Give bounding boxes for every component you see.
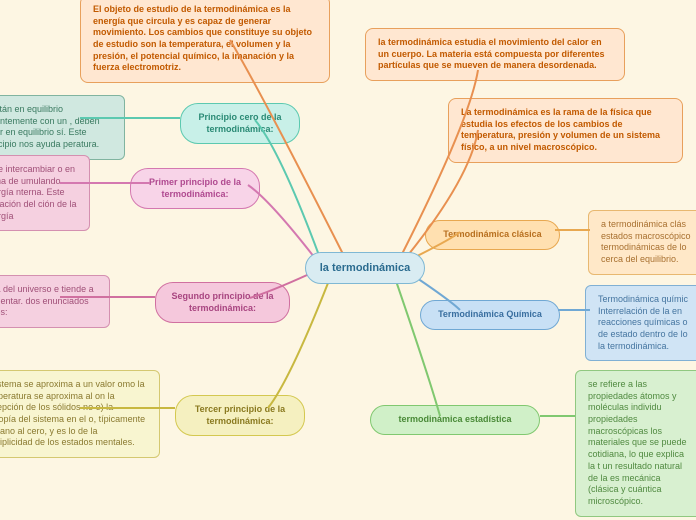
mid-right-desc: La termodinámica es la rama de la física… [448, 98, 683, 163]
p2-label: Segundo principio de la termodinámica: [171, 291, 273, 313]
quimica-detail-text: Termodinámica químic Interrelación de la… [598, 294, 688, 351]
p0-detail-text: s están en equilibrio ndientemente con u… [0, 104, 100, 149]
p1-detail: uede intercambiar o en forma de umulando… [0, 155, 90, 231]
p0-detail: s están en equilibrio ndientemente con u… [0, 95, 125, 160]
p0-label: Principio cero de la termodinámica: [198, 112, 281, 134]
p2-detail-text: opía del universo e tiende a aumentar. d… [0, 284, 94, 317]
p3-detail-text: n sistema se aproxima a un valor omo la … [0, 379, 145, 447]
top-left-desc: El objeto de estudio de la termodinámica… [80, 0, 330, 83]
top-left-text: El objeto de estudio de la termodinámica… [93, 4, 312, 72]
top-right-text: la termodinámica estudia el movimiento d… [378, 37, 605, 70]
tercer-principio-node[interactable]: Tercer principio de la termodinámica: [175, 395, 305, 436]
quimica-node[interactable]: Termodinámica Química [420, 300, 560, 330]
quimica-detail: Termodinámica químic Interrelación de la… [585, 285, 696, 361]
p1-label: Primer principio de la termodinámica: [149, 177, 241, 199]
estadistica-detail: se refiere a las propiedades átomos y mo… [575, 370, 696, 517]
segundo-principio-node[interactable]: Segundo principio de la termodinámica: [155, 282, 290, 323]
clasica-node[interactable]: Termodinámica clásica [425, 220, 560, 250]
principio-cero-node[interactable]: Principio cero de la termodinámica: [180, 103, 300, 144]
quimica-label: Termodinámica Química [438, 309, 542, 319]
p1-detail-text: uede intercambiar o en forma de umulando… [0, 164, 77, 221]
primer-principio-node[interactable]: Primer principio de la termodinámica: [130, 168, 260, 209]
top-right-desc: la termodinámica estudia el movimiento d… [365, 28, 625, 81]
mid-right-text: La termodinámica es la rama de la física… [461, 107, 660, 152]
clasica-detail-text: a termodinámica clás estados macroscópic… [601, 219, 691, 264]
p3-detail: n sistema se aproxima a un valor omo la … [0, 370, 160, 458]
p3-label: Tercer principio de la termodinámica: [195, 404, 285, 426]
estadistica-node[interactable]: termodinámica estadística [370, 405, 540, 435]
estadistica-detail-text: se refiere a las propiedades átomos y mo… [588, 379, 687, 506]
p2-detail: opía del universo e tiende a aumentar. d… [0, 275, 110, 328]
central-label: la termodinámica [320, 262, 410, 274]
clasica-detail: a termodinámica clás estados macroscópic… [588, 210, 696, 275]
estadistica-label: termodinámica estadística [398, 414, 511, 424]
clasica-label: Termodinámica clásica [443, 229, 541, 239]
central-node[interactable]: la termodinámica [305, 252, 425, 284]
